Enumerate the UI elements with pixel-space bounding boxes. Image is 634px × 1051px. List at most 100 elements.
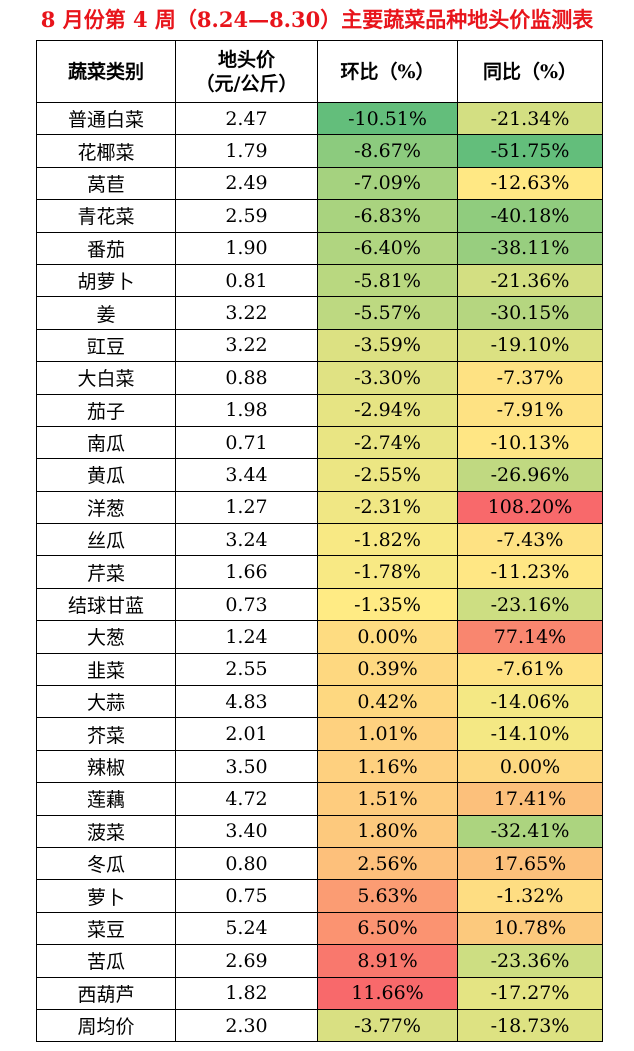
price-cell: 2.30 <box>175 1008 318 1043</box>
mom-change-cell: 1.80% <box>317 814 458 848</box>
vegetable-price-table: 蔬菜类别 地头价 （元/公斤） 环比（%） 同比（%） 普通白菜 2.47 -10.… <box>36 40 603 1043</box>
yoy-change-cell: -21.34% <box>457 101 603 136</box>
table-row: 韭菜 2.55 0.39% -7.61% <box>36 652 603 687</box>
price-cell: 2.01 <box>175 717 318 751</box>
header-yoy: 同比（%） <box>457 40 603 103</box>
table-row: 黄瓜 3.44 -2.55% -26.96% <box>36 458 603 492</box>
table-row: 青花菜 2.59 -6.83% -40.18% <box>36 199 603 233</box>
price-cell: 2.55 <box>175 652 318 687</box>
mom-change-cell: 1.51% <box>317 782 458 816</box>
table-row: 丝瓜 3.24 -1.82% -7.43% <box>36 523 603 557</box>
yoy-change-cell: 17.65% <box>457 846 603 881</box>
table-row: 结球甘蓝 0.73 -1.35% -23.16% <box>36 587 603 622</box>
yoy-change-cell: 108.20% <box>457 490 603 525</box>
yoy-change-cell: -11.23% <box>457 555 603 589</box>
yoy-change-cell: -7.37% <box>457 361 603 395</box>
vegetable-name-cell: 韭菜 <box>36 652 176 687</box>
mom-change-cell: -3.77% <box>317 1008 458 1043</box>
vegetable-name-cell: 冬瓜 <box>36 846 176 881</box>
table-row: 大白菜 0.88 -3.30% -7.37% <box>36 361 603 395</box>
yoy-change-cell: -40.18% <box>457 199 603 233</box>
price-cell: 2.49 <box>175 166 318 201</box>
table-row: 豇豆 3.22 -3.59% -19.10% <box>36 328 603 363</box>
vegetable-name-cell: 普通白菜 <box>36 101 176 136</box>
vegetable-name-cell: 番茄 <box>36 231 176 265</box>
yoy-change-cell: -17.27% <box>457 976 603 1010</box>
price-cell: 3.24 <box>175 523 318 557</box>
vegetable-name-cell: 大葱 <box>36 620 176 654</box>
table-row: 普通白菜 2.47 -10.51% -21.34% <box>36 101 603 136</box>
yoy-change-cell: 0.00% <box>457 749 603 784</box>
table-row: 苦瓜 2.69 8.91% -23.36% <box>36 944 603 978</box>
price-cell: 1.98 <box>175 393 318 427</box>
price-cell: 1.24 <box>175 620 318 654</box>
mom-change-cell: 1.01% <box>317 717 458 751</box>
mom-change-cell: -5.81% <box>317 263 458 298</box>
yoy-change-cell: -7.43% <box>457 523 603 557</box>
vegetable-name-cell: 西葫芦 <box>36 976 176 1010</box>
mom-change-cell: 1.16% <box>317 749 458 784</box>
price-cell: 4.83 <box>175 685 318 719</box>
vegetable-name-cell: 菠菜 <box>36 814 176 848</box>
table-row: 大葱 1.24 0.00% 77.14% <box>36 620 603 654</box>
price-cell: 0.80 <box>175 846 318 881</box>
vegetable-name-cell: 苦瓜 <box>36 944 176 978</box>
yoy-change-cell: -30.15% <box>457 296 603 330</box>
yoy-change-cell: -21.36% <box>457 263 603 298</box>
table-row: 花椰菜 1.79 -8.67% -51.75% <box>36 134 603 168</box>
mom-change-cell: 5.63% <box>317 879 458 913</box>
mom-change-cell: -5.57% <box>317 296 458 330</box>
vegetable-name-cell: 大蒜 <box>36 685 176 719</box>
price-cell: 0.75 <box>175 879 318 913</box>
vegetable-name-cell: 丝瓜 <box>36 523 176 557</box>
mom-change-cell: 0.00% <box>317 620 458 654</box>
price-cell: 1.27 <box>175 490 318 525</box>
table-row: 芹菜 1.66 -1.78% -11.23% <box>36 555 603 589</box>
table-header-row: 蔬菜类别 地头价 （元/公斤） 环比（%） 同比（%） <box>36 40 603 103</box>
table-row: 冬瓜 0.80 2.56% 17.65% <box>36 846 603 881</box>
yoy-change-cell: 77.14% <box>457 620 603 654</box>
yoy-change-cell: 17.41% <box>457 782 603 816</box>
table-row: 西葫芦 1.82 11.66% -17.27% <box>36 976 603 1010</box>
vegetable-name-cell: 大白菜 <box>36 361 176 395</box>
vegetable-name-cell: 茄子 <box>36 393 176 427</box>
vegetable-name-cell: 豇豆 <box>36 328 176 363</box>
yoy-change-cell: -23.16% <box>457 587 603 622</box>
mom-change-cell: 11.66% <box>317 976 458 1010</box>
table-row: 洋葱 1.27 -2.31% 108.20% <box>36 490 603 525</box>
table-row: 辣椒 3.50 1.16% 0.00% <box>36 749 603 784</box>
header-category: 蔬菜类别 <box>36 40 176 103</box>
mom-change-cell: -1.35% <box>317 587 458 622</box>
mom-change-cell: 6.50% <box>317 911 458 946</box>
vegetable-name-cell: 周均价 <box>36 1008 176 1043</box>
price-cell: 1.82 <box>175 976 318 1010</box>
table-row: 番茄 1.90 -6.40% -38.11% <box>36 231 603 265</box>
yoy-change-cell: -26.96% <box>457 458 603 492</box>
yoy-change-cell: -38.11% <box>457 231 603 265</box>
table-row: 大蒜 4.83 0.42% -14.06% <box>36 685 603 719</box>
mom-change-cell: -3.59% <box>317 328 458 363</box>
table-row: 莲藕 4.72 1.51% 17.41% <box>36 782 603 816</box>
price-cell: 2.47 <box>175 101 318 136</box>
vegetable-name-cell: 莴苣 <box>36 166 176 201</box>
vegetable-name-cell: 青花菜 <box>36 199 176 233</box>
yoy-change-cell: -7.91% <box>457 393 603 427</box>
vegetable-name-cell: 洋葱 <box>36 490 176 525</box>
table-body: 普通白菜 2.47 -10.51% -21.34% 花椰菜 1.79 -8.67% -51.7… <box>36 101 603 1043</box>
yoy-change-cell: -7.61% <box>457 652 603 687</box>
price-cell: 1.66 <box>175 555 318 589</box>
mom-change-cell: -10.51% <box>317 101 458 136</box>
table-row: 姜 3.22 -5.57% -30.15% <box>36 296 603 330</box>
price-cell: 3.40 <box>175 814 318 848</box>
table-row: 茄子 1.98 -2.94% -7.91% <box>36 393 603 427</box>
header-price: 地头价 （元/公斤） <box>175 40 318 103</box>
price-cell: 1.79 <box>175 134 318 168</box>
price-cell: 0.71 <box>175 425 318 460</box>
mom-change-cell: -2.94% <box>317 393 458 427</box>
table-row: 萝卜 0.75 5.63% -1.32% <box>36 879 603 913</box>
mom-change-cell: 2.56% <box>317 846 458 881</box>
yoy-change-cell: -12.63% <box>457 166 603 201</box>
mom-change-cell: 8.91% <box>317 944 458 978</box>
table-row: 胡萝卜 0.81 -5.81% -21.36% <box>36 263 603 298</box>
mom-change-cell: -1.82% <box>317 523 458 557</box>
